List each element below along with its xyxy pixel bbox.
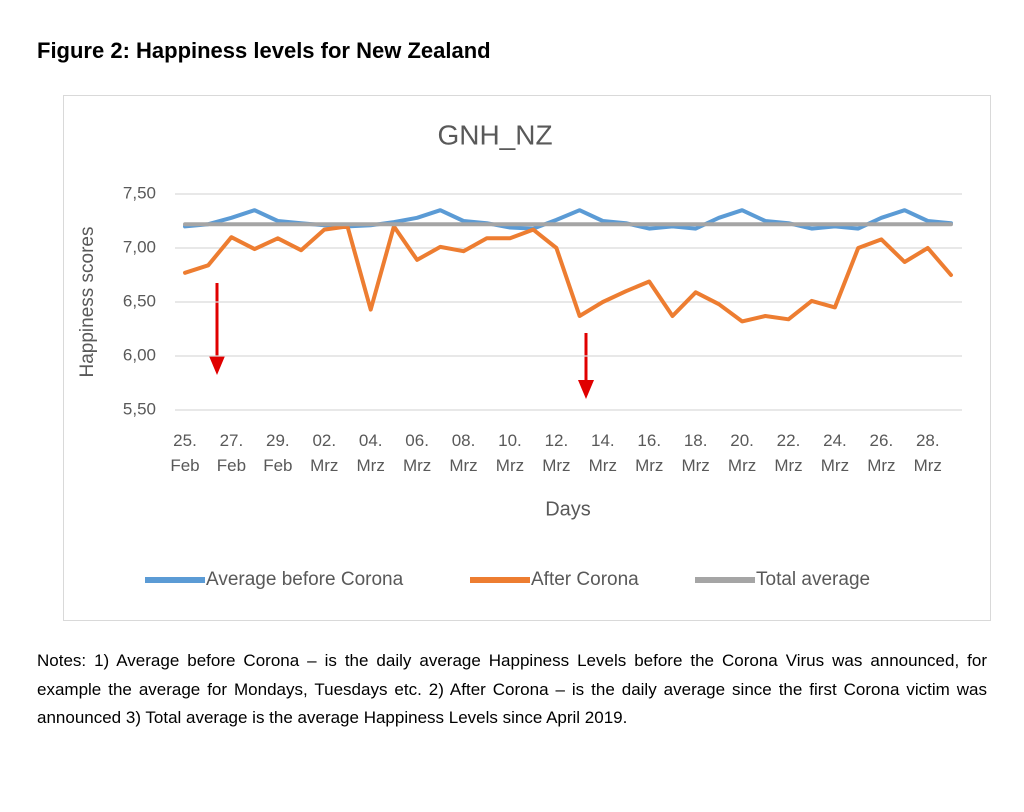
x-tick-label: 28. Mrz [913, 431, 942, 475]
x-tick-label: 20. Mrz [727, 431, 757, 475]
y-tick-label: 5,50 [123, 399, 156, 418]
x-tick-label: 04. Mrz [356, 431, 385, 475]
x-tick-label: 02. Mrz [310, 431, 339, 475]
x-tick-label: 22. Mrz [774, 431, 803, 475]
x-tick-label: 24. Mrz [820, 431, 850, 475]
chart: GNH_NZ Happiness scores Days 5,50 6,00 6,5… [77, 119, 962, 590]
x-tick-label: 16. Mrz [635, 431, 664, 475]
annotation-arrow [578, 333, 594, 399]
x-axis-label: Days [545, 498, 591, 520]
legend-label: Total average [756, 569, 870, 590]
y-tick-label: 6,50 [123, 291, 156, 310]
x-tick-label: 27. Feb [216, 431, 247, 475]
x-tick-label: 18. Mrz [681, 431, 710, 475]
y-tick-label: 7,50 [123, 183, 156, 202]
x-tick-label: 06. Mrz [402, 431, 432, 475]
chart-frame [63, 95, 991, 621]
legend-label: Average before Corona [206, 569, 404, 590]
y-tick-label: 6,00 [123, 345, 156, 364]
x-tick-label: 10. Mrz [495, 431, 525, 475]
chart-title: GNH_NZ [437, 119, 552, 150]
annotation-arrow [209, 283, 225, 375]
figure-caption: Figure 2: Happiness levels for New Zeala… [37, 38, 491, 63]
y-tick-label: 7,00 [123, 237, 156, 256]
data-line [183, 224, 953, 324]
x-tick-label: 08. Mrz [449, 431, 478, 475]
legend-label: After Corona [531, 569, 639, 590]
notes: Notes: 1) Average before Corona – is the… [37, 651, 987, 727]
x-tick-label: 29. Feb [263, 431, 293, 475]
x-tick-label: 14. Mrz [588, 431, 617, 475]
y-axis-label: Happiness scores [77, 226, 98, 377]
x-tick-label: 12. Mrz [542, 431, 571, 475]
x-tick-label: 25. Feb [170, 431, 200, 475]
x-tick-label: 26. Mrz [867, 431, 896, 475]
